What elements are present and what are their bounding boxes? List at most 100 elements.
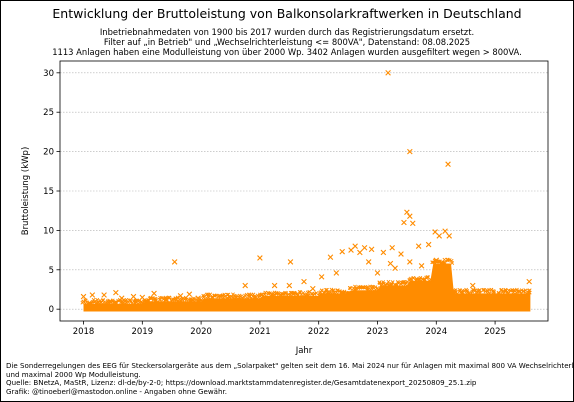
dense-point-marker [286,292,291,297]
data-point [163,296,169,303]
data-point [442,228,448,234]
data-point [445,161,451,168]
dense-point-marker [368,287,373,292]
data-point [327,254,334,260]
y-tick-label: 15 [43,187,54,197]
data-point [407,148,413,155]
data-point [352,243,358,249]
dense-point-marker [430,260,435,265]
data-point [271,282,278,289]
dense-point-marker [227,294,232,299]
dense-point-marker [233,294,238,299]
x-tick-label: 2019 [131,327,153,337]
dense-point-marker [314,291,319,295]
data-point [401,219,407,226]
data-point [333,270,340,276]
dense-point-marker [180,296,185,301]
dense-point-marker [521,289,526,293]
dense-point-marker [383,282,388,287]
data-point [107,298,113,305]
dense-point-marker [527,288,532,293]
dense-point-marker [222,292,227,297]
dense-point-marker [325,287,329,292]
dense-point-marker [124,297,129,302]
dense-point-marker [364,285,369,290]
grid [60,72,548,310]
data-point [121,301,128,308]
x-axis-label: Jahr [295,346,313,356]
dense-point-marker [274,291,279,295]
dense-point-marker [199,298,204,303]
dense-point-marker [342,289,347,294]
dense-point-marker [277,292,281,296]
dense-point-marker [395,280,400,284]
footer-note-line-1: Die Sonderregelungen des EEG für Stecker… [6,361,574,370]
dense-point-marker [436,259,441,264]
data-point [130,293,137,300]
dense-points-fill [83,263,531,312]
dense-point-marker [292,291,297,296]
dense-point-marker [506,291,511,296]
dense-point-marker [104,300,108,305]
data-point [242,282,248,289]
dense-point-marker [317,293,322,298]
dense-point-marker [212,293,217,298]
dense-point-marker [245,296,250,301]
dense-point-marker [472,288,477,293]
dense-point-marker [353,287,358,292]
data-point [339,248,346,255]
data-point [89,292,96,298]
data-point [348,247,354,253]
dense-point-marker [429,278,434,283]
dense-point-marker [376,287,381,292]
dense-points-region [80,257,532,312]
dense-point-marker [457,289,462,294]
data-point [118,295,125,301]
dense-point-marker [403,282,408,287]
data-point [425,241,432,248]
dense-point-marker [491,290,496,295]
dense-point-marker [139,300,143,305]
chart-subtitle-line-3: 1113 Anlagen haben eine Modulleistung vo… [52,46,522,57]
dense-point-marker [153,297,158,301]
dense-point-marker [331,288,336,293]
dense-point-marker [201,293,206,298]
data-points [80,70,532,309]
data-point [387,260,394,267]
chart-subtitle-line-2: Filter auf „in Betrieb" und „Wechselrich… [103,37,471,47]
dense-point-marker [395,282,400,287]
dense-point-marker [478,291,482,296]
data-point [432,229,438,235]
dense-point-marker [163,296,168,301]
data-point [385,70,391,76]
dense-point-marker [485,289,490,294]
dense-point-marker [441,260,446,265]
data-point [286,282,293,289]
data-point [374,270,381,276]
data-point [365,259,372,265]
dense-point-marker [477,288,482,292]
x-tick-label: 2025 [484,327,506,337]
y-tick-label: 20 [43,148,54,158]
x-tick-label: 2021 [249,327,271,337]
data-point [171,259,178,265]
dense-point-marker [150,295,155,300]
dense-point-marker [336,288,340,293]
data-point [433,257,440,264]
data-point [186,291,193,298]
data-point [404,209,410,216]
chart-title: Entwicklung der Bruttoleistung von Balko… [52,6,522,21]
data-point [380,249,387,256]
data-point [446,233,453,239]
dense-point-marker [390,280,395,285]
y-axis-label: Bruttoleistung (kWp) [21,147,31,236]
dense-point-marker [114,301,119,306]
dense-point-marker [280,291,284,296]
dense-point-marker [422,278,427,283]
data-point [392,265,398,272]
data-point [361,244,368,251]
data-point [101,292,107,298]
y-tick-label: 5 [49,266,54,276]
